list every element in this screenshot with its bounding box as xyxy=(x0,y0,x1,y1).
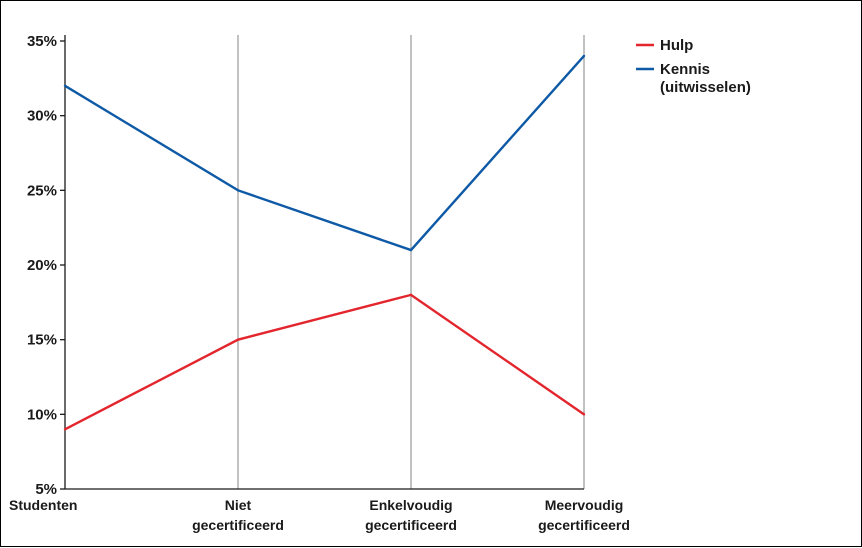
data-point xyxy=(63,84,67,88)
x-category-label: Enkelvoudig xyxy=(369,497,452,513)
data-point xyxy=(236,189,240,192)
data-point xyxy=(582,413,586,416)
x-category-label: gecertificeerd xyxy=(538,517,630,533)
x-category-label: gecertificeerd xyxy=(192,517,284,533)
data-point xyxy=(582,54,586,58)
y-tick-label: 15% xyxy=(27,332,57,349)
y-tick-label: 25% xyxy=(27,182,57,199)
y-tick-label: 35% xyxy=(27,33,57,50)
x-category-label: Studenten xyxy=(9,497,77,513)
data-point xyxy=(236,338,240,341)
y-tick-label: 30% xyxy=(27,108,57,125)
y-tick-label: 5% xyxy=(35,481,57,498)
data-point xyxy=(409,248,413,252)
y-tick-label: 20% xyxy=(27,257,57,274)
x-category-label: gecertificeerd xyxy=(365,517,457,533)
y-tick-label: 10% xyxy=(27,406,57,423)
series-line-hulp xyxy=(64,293,585,431)
legend-label: Hulp xyxy=(660,37,693,54)
data-point xyxy=(63,428,67,431)
x-category-label: Meervoudig xyxy=(545,497,624,513)
x-category-label: Niet xyxy=(225,497,252,513)
legend-label: (uitwisselen) xyxy=(660,79,751,96)
legend-label: Kennis xyxy=(660,61,710,78)
series-line-kennis xyxy=(64,55,585,252)
data-point xyxy=(409,293,413,297)
